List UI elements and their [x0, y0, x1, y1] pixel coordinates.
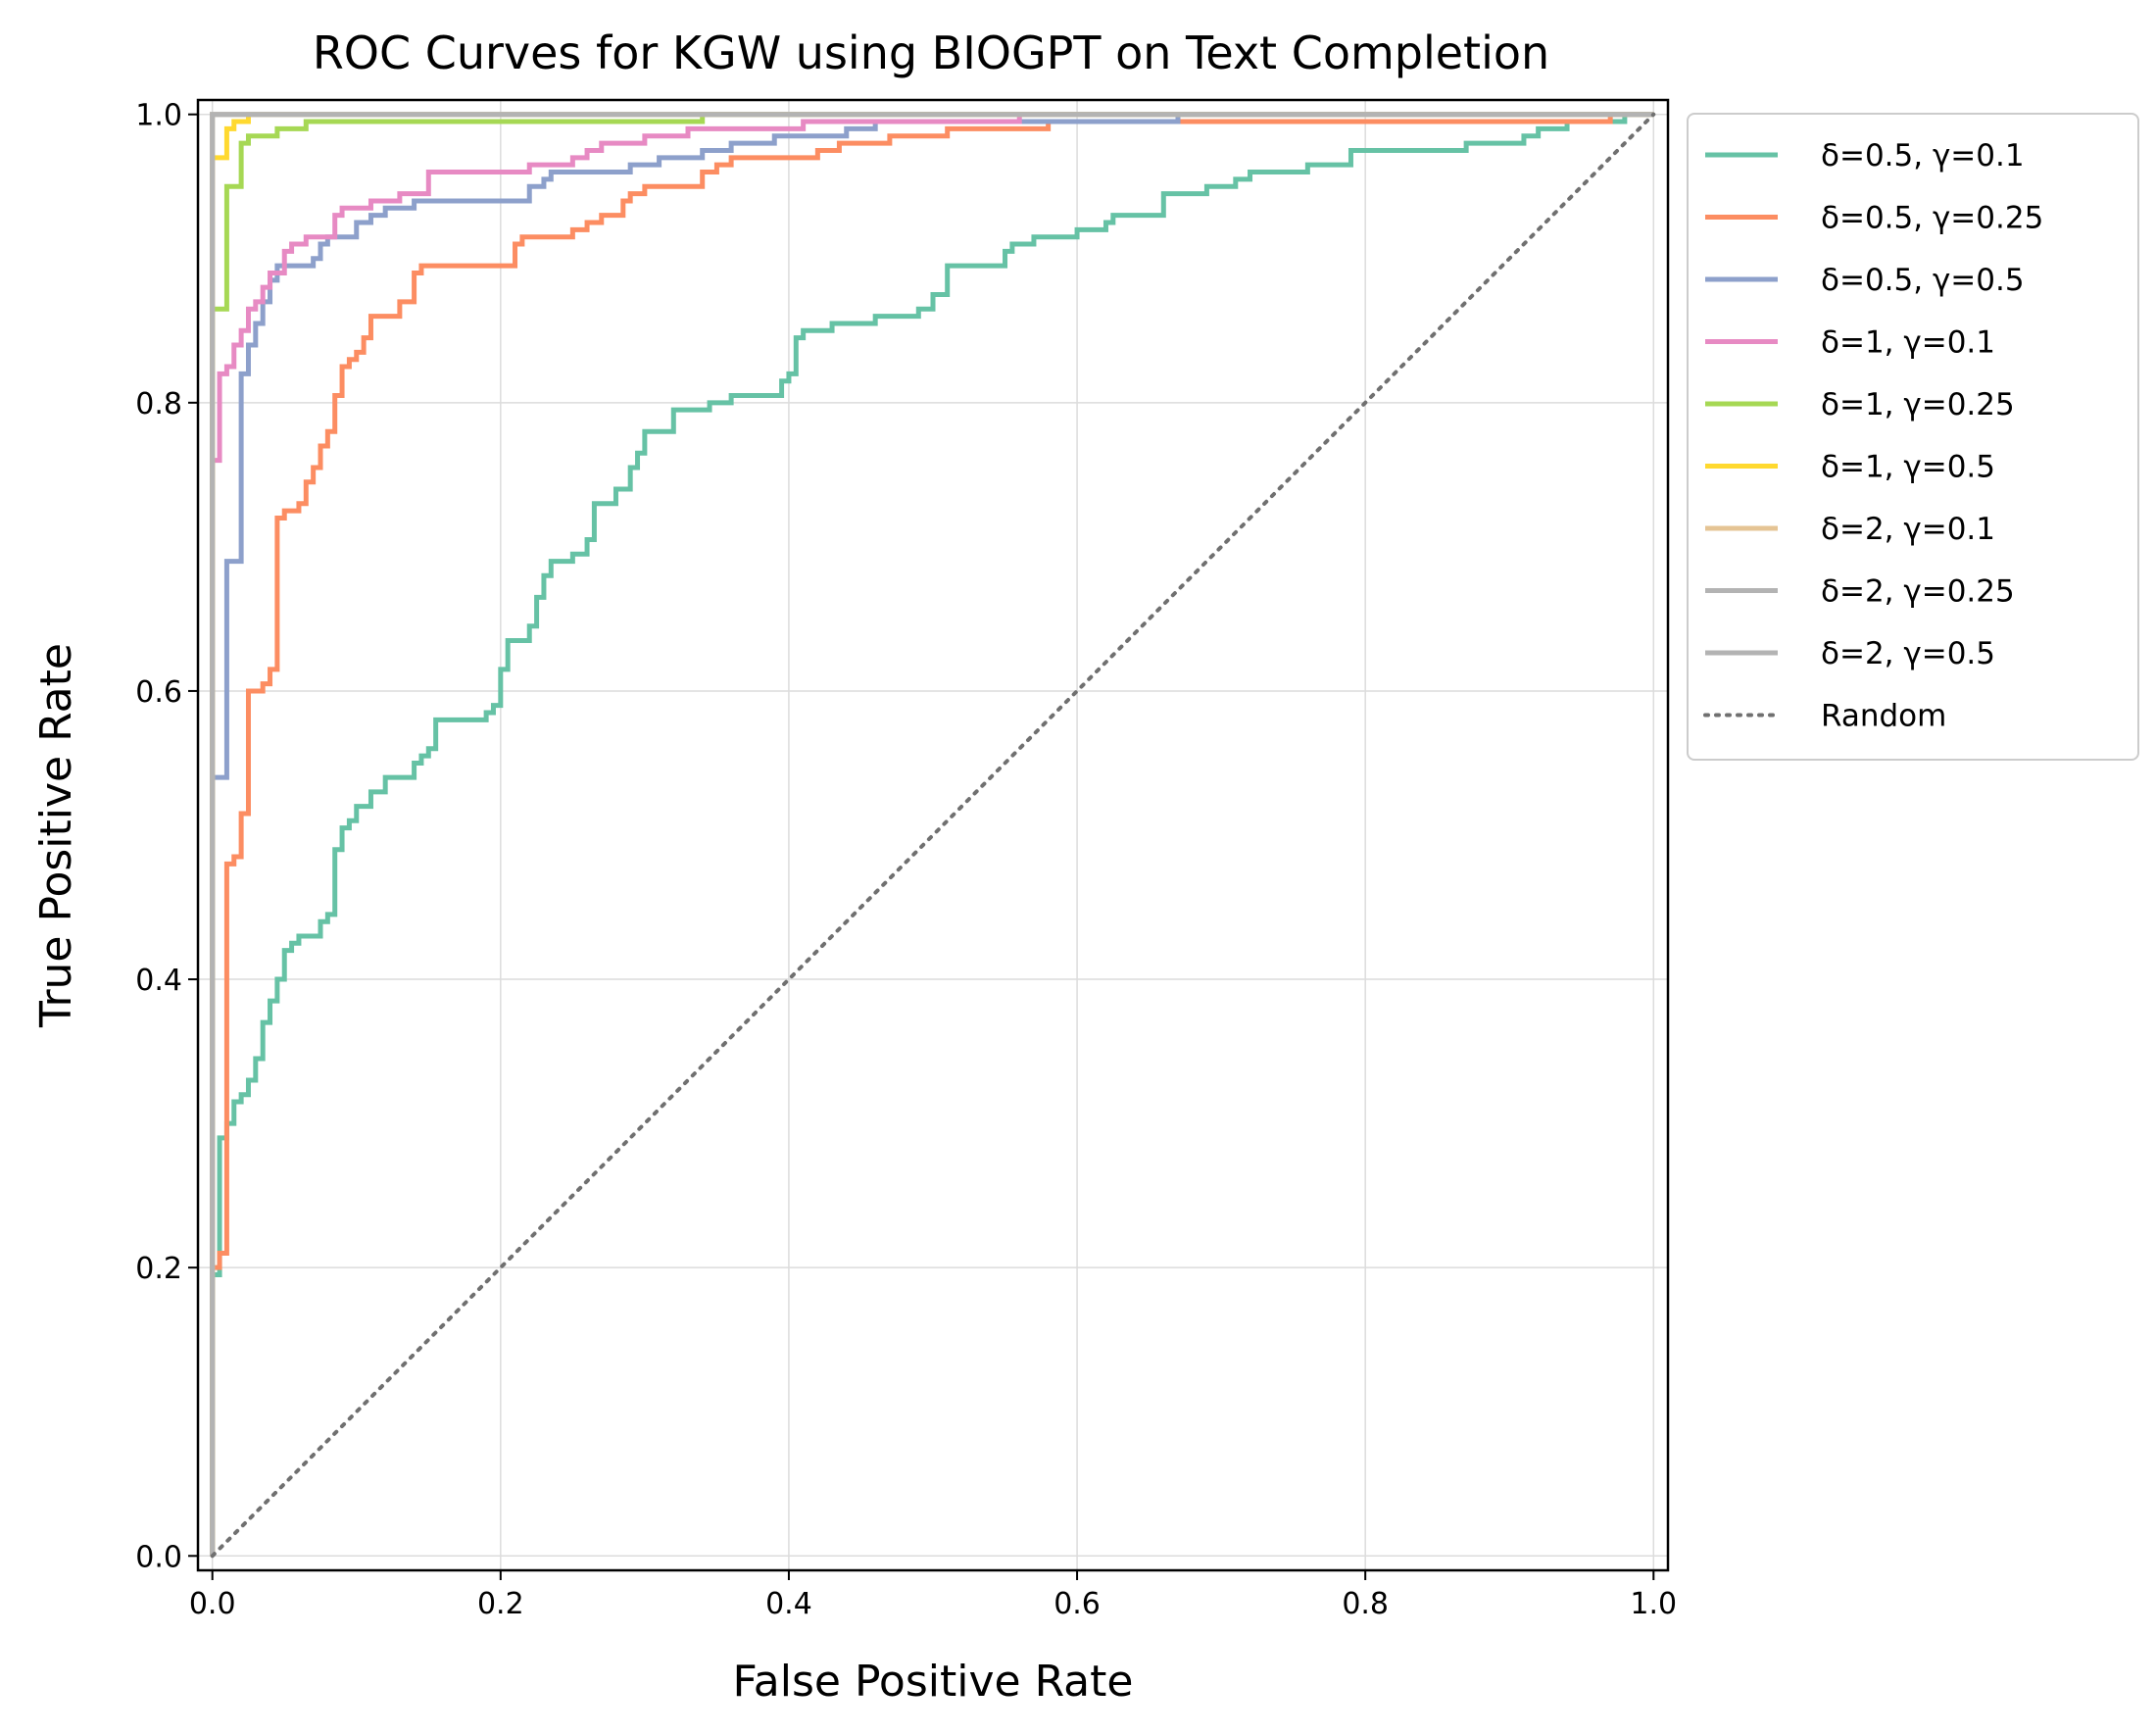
x-tick-label: 0.4	[765, 1587, 812, 1621]
x-tick-label: 1.0	[1630, 1587, 1677, 1621]
x-axis-title: False Positive Rate	[733, 1657, 1134, 1707]
series-line-5	[210, 112, 1654, 1557]
y-tick-label: 1.0	[135, 99, 182, 133]
legend-label: δ=1, γ=0.1	[1821, 325, 1995, 361]
plot-frame	[196, 98, 1670, 1572]
series-group	[210, 112, 1656, 1559]
legend-label: δ=1, γ=0.25	[1821, 387, 2015, 422]
grid	[198, 100, 1668, 1570]
series-line-2	[210, 112, 1654, 1557]
legend-label: Random	[1821, 699, 1946, 734]
x-tick-label: 0.0	[189, 1587, 236, 1621]
series-line-1	[210, 112, 1654, 1557]
y-tick-label: 0.4	[135, 964, 182, 998]
y-tick-label: 0.6	[135, 675, 182, 710]
axis-ticks: 0.0 0.2 0.4 0.6 0.8 1.0 0.0 0.2 0.4 0.6 0.8 1.0	[135, 99, 1677, 1621]
legend-label: δ=2, γ=0.25	[1821, 574, 2015, 610]
legend-label: δ=0.5, γ=0.1	[1821, 138, 2025, 174]
x-tick-label: 0.8	[1342, 1587, 1389, 1621]
legend-box	[1687, 113, 2139, 761]
y-tick-label: 0.0	[135, 1540, 182, 1574]
legend: δ=0.5, γ=0.1 δ=0.5, γ=0.25 δ=0.5, γ=0.5 δ=1…	[1687, 113, 2139, 761]
legend-label: δ=0.5, γ=0.25	[1821, 201, 2043, 236]
legend-label: δ=1, γ=0.5	[1821, 450, 1995, 485]
x-tick-label: 0.6	[1054, 1587, 1101, 1621]
series-line-9	[210, 112, 1654, 1557]
legend-label: δ=2, γ=0.1	[1821, 512, 1995, 547]
legend-label: δ=0.5, γ=0.5	[1821, 263, 2025, 298]
series-line-3	[210, 112, 1654, 1557]
y-axis-title: True Positive Rate	[31, 643, 81, 1028]
series-line-4	[210, 112, 1654, 1557]
x-tick-label: 0.2	[477, 1587, 524, 1621]
y-tick-label: 0.2	[135, 1252, 182, 1286]
legend-label: δ=2, γ=0.5	[1821, 636, 1995, 671]
chart-title: ROC Curves for KGW using BIOGPT on Text …	[313, 26, 1549, 79]
y-tick-label: 0.8	[135, 387, 182, 421]
